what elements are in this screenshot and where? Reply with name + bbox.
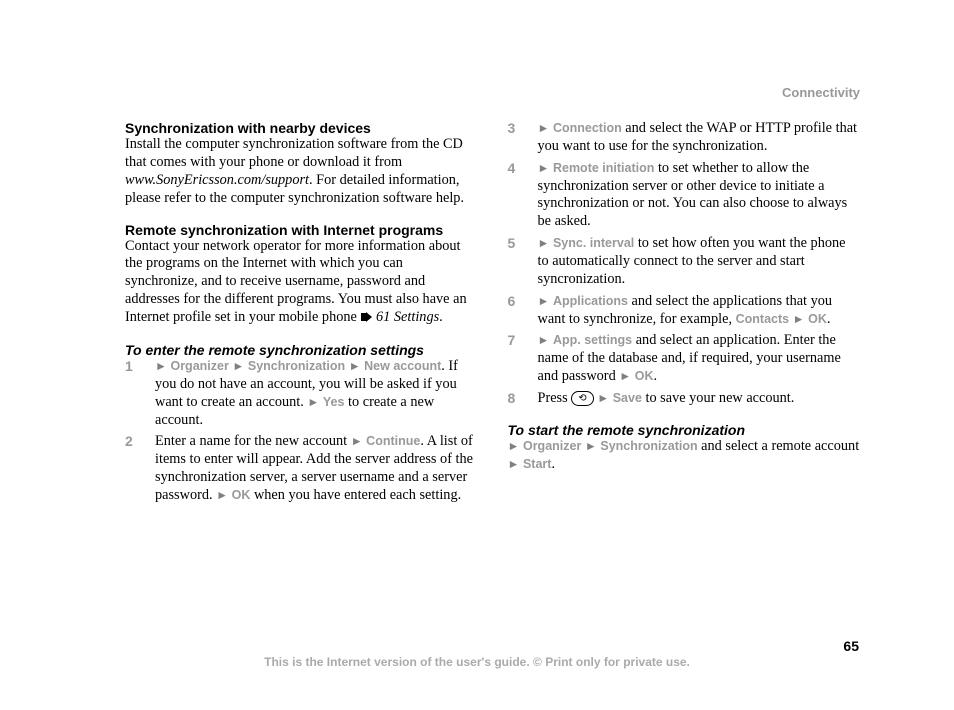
nav-arrow-icon: ►	[349, 359, 361, 373]
step-body: ► Organizer ► Synchronization ► New acco…	[155, 358, 478, 429]
menu-item: OK	[232, 488, 251, 502]
paragraph: Contact your network operator for more i…	[125, 238, 478, 328]
menu-item: Save	[613, 391, 642, 405]
step-body: ► App. settings and select an applicatio…	[538, 332, 861, 386]
menu-item: Yes	[323, 395, 345, 409]
nav-arrow-icon: ►	[793, 312, 805, 326]
step: 4 ► Remote initiation to set whether to …	[508, 160, 861, 231]
step-number: 6	[508, 293, 538, 311]
cross-ref: 61 Settings	[372, 309, 439, 325]
paragraph: ► Organizer ► Synchronization and select…	[508, 438, 861, 474]
heading-enter-settings: To enter the remote synchronization sett…	[125, 342, 478, 358]
paragraph: Install the computer synchronization sof…	[125, 136, 478, 207]
menu-item: Synchronization	[600, 439, 697, 453]
text: .	[551, 456, 555, 472]
step-list: 1 ► Organizer ► Synchronization ► New ac…	[125, 358, 478, 505]
text: and select a remote account	[698, 438, 860, 454]
menu-item: Contacts	[736, 312, 789, 326]
text: .	[654, 368, 658, 384]
step-number: 3	[508, 120, 538, 138]
step: 8 Press ⟲ ► Save to save your new accoun…	[508, 390, 861, 408]
page-number: 65	[843, 638, 859, 654]
nav-arrow-icon: ►	[216, 488, 228, 502]
nav-arrow-icon: ►	[508, 439, 520, 453]
text: Install the computer synchronization sof…	[125, 136, 463, 170]
step-list-cont: 3 ► Connection and select the WAP or HTT…	[508, 120, 861, 408]
nav-arrow-icon: ►	[508, 457, 520, 471]
heading-sync-nearby: Synchronization with nearby devices	[125, 120, 478, 136]
step-body: ► Sync. interval to set how often you wa…	[538, 235, 861, 289]
step-number: 5	[508, 235, 538, 253]
menu-item: Continue	[366, 434, 420, 448]
step-body: ► Remote initiation to set whether to al…	[538, 160, 861, 231]
step-body: Press ⟲ ► Save to save your new account.	[538, 390, 861, 408]
two-column-layout: Synchronization with nearby devices Inst…	[125, 120, 860, 509]
menu-item: New account	[364, 359, 441, 373]
menu-item: App. settings	[553, 333, 632, 347]
menu-item: Applications	[553, 294, 628, 308]
text: to save your new account.	[642, 390, 794, 406]
text: when you have entered each setting.	[250, 487, 461, 503]
step: 1 ► Organizer ► Synchronization ► New ac…	[125, 358, 478, 429]
menu-item: OK	[635, 369, 654, 383]
heading-remote-sync: Remote synchronization with Internet pro…	[125, 222, 478, 238]
nav-arrow-icon: ►	[538, 236, 550, 250]
nav-arrow-icon: ►	[538, 161, 550, 175]
footer-notice: This is the Internet version of the user…	[0, 655, 954, 669]
step-body: ► Applications and select the applicatio…	[538, 293, 861, 329]
text: Enter a name for the new account	[155, 433, 351, 449]
ref-arrow-icon	[360, 310, 372, 328]
nav-arrow-icon: ►	[155, 359, 167, 373]
heading-start-remote: To start the remote synchronization	[508, 422, 861, 438]
step: 3 ► Connection and select the WAP or HTT…	[508, 120, 861, 156]
nav-arrow-icon: ►	[307, 395, 319, 409]
nav-arrow-icon: ►	[585, 439, 597, 453]
step-number: 7	[508, 332, 538, 350]
step: 7 ► App. settings and select an applicat…	[508, 332, 861, 386]
nav-arrow-icon: ►	[232, 359, 244, 373]
step-body: Enter a name for the new account ► Conti…	[155, 433, 478, 504]
menu-item: OK	[808, 312, 827, 326]
menu-item: Organizer	[523, 439, 581, 453]
nav-arrow-icon: ►	[538, 294, 550, 308]
nav-arrow-icon: ►	[597, 391, 609, 405]
step: 5 ► Sync. interval to set how often you …	[508, 235, 861, 289]
step-number: 1	[125, 358, 155, 376]
nav-arrow-icon: ►	[619, 369, 631, 383]
left-column: Synchronization with nearby devices Inst…	[125, 120, 478, 509]
menu-item: Organizer	[170, 359, 228, 373]
url-text: www.SonyEricsson.com/support	[125, 172, 309, 188]
menu-item: Sync. interval	[553, 236, 634, 250]
step-number: 4	[508, 160, 538, 178]
step-number: 8	[508, 390, 538, 408]
menu-item: Remote initiation	[553, 161, 654, 175]
step-number: 2	[125, 433, 155, 451]
text: Press	[538, 390, 572, 406]
text: .	[827, 311, 831, 327]
menu-item: Connection	[553, 121, 622, 135]
section-header: Connectivity	[782, 85, 860, 100]
nav-arrow-icon: ►	[351, 434, 363, 448]
menu-item: Start	[523, 457, 551, 471]
step-body: ► Connection and select the WAP or HTTP …	[538, 120, 861, 156]
step: 6 ► Applications and select the applicat…	[508, 293, 861, 329]
back-key-icon: ⟲	[571, 391, 593, 406]
menu-item: Synchronization	[248, 359, 345, 373]
right-column: 3 ► Connection and select the WAP or HTT…	[508, 120, 861, 509]
text: .	[439, 309, 443, 325]
nav-arrow-icon: ►	[538, 333, 550, 347]
nav-arrow-icon: ►	[538, 121, 550, 135]
step: 2 Enter a name for the new account ► Con…	[125, 433, 478, 504]
